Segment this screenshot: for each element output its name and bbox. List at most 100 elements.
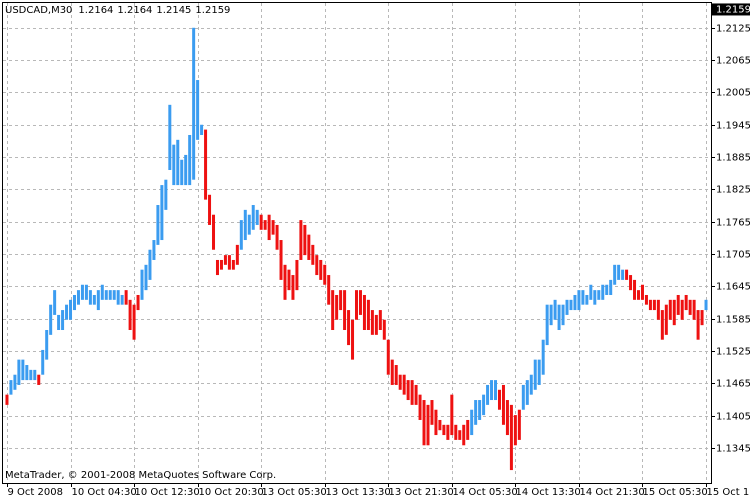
price-bar (466, 419, 470, 440)
price-bar (84, 284, 88, 300)
price-bar (180, 159, 184, 186)
x-tick-label: 15 Oct 05:30 (643, 487, 708, 498)
price-bar (553, 299, 557, 320)
price-bar (176, 139, 180, 186)
price-bar (549, 304, 553, 326)
x-tick-label: 14 Oct 13:30 (516, 487, 581, 498)
price-bar (299, 220, 303, 260)
bars (5, 27, 708, 471)
price-bar (386, 339, 390, 375)
price-bar (267, 214, 271, 241)
price-bar (192, 27, 196, 180)
price-bar (625, 269, 629, 280)
price-bar (577, 290, 581, 311)
price-bar (319, 259, 323, 280)
price-bar (490, 380, 494, 401)
price-bar (637, 290, 641, 300)
price-bar (251, 205, 255, 230)
price-bar (581, 290, 585, 305)
price-bar (406, 380, 410, 401)
price-bar (394, 365, 398, 385)
price-bar (33, 369, 37, 381)
price-bar (426, 404, 430, 446)
price-bar (390, 359, 394, 385)
y-tick-label: 1.2005 (716, 88, 750, 99)
price-bar (351, 319, 355, 360)
price-bar (291, 275, 295, 300)
x-tick-label: 10 Oct 20:30 (199, 487, 264, 498)
price-bar (569, 299, 573, 311)
price-bar (414, 384, 418, 405)
price-bar (617, 264, 621, 280)
price-bar (597, 290, 601, 300)
price-bar (212, 214, 216, 250)
price-bar (454, 424, 458, 440)
price-bar (672, 299, 676, 326)
y-tick-label: 1.1465 (716, 379, 750, 390)
price-bar (140, 269, 144, 300)
price-bar (323, 264, 327, 285)
price-bar (80, 284, 84, 300)
price-bar (335, 294, 339, 320)
price-bar (49, 304, 53, 335)
price-bar (315, 255, 319, 276)
price-bar (275, 224, 279, 250)
price-bar (474, 400, 478, 425)
price-bar (537, 359, 541, 385)
price-bar (509, 404, 513, 471)
price-bar (223, 255, 227, 265)
price-bar (148, 249, 152, 280)
price-bar (72, 294, 76, 311)
price-bar (609, 279, 613, 295)
price-bar (144, 264, 148, 291)
header-low: 1.2145 (156, 5, 191, 16)
price-bar (648, 299, 652, 311)
price-bar (41, 349, 45, 375)
price-bar (640, 284, 644, 300)
price-bar (565, 299, 569, 315)
price-bar (200, 124, 204, 135)
x-tick-label: 15 Oct 13:30 (707, 487, 750, 498)
price-bar (196, 80, 200, 140)
price-bar (478, 400, 482, 420)
price-bar (184, 154, 188, 186)
chart-header: USDCAD,M30 1.2164 1.2164 1.2145 1.2159 (5, 5, 230, 16)
y-tick-label: 1.1945 (716, 121, 750, 132)
price-bar (172, 144, 176, 186)
price-bar (438, 419, 442, 431)
price-bar (613, 264, 617, 285)
price-bar (108, 290, 112, 300)
y-tick-label: 1.1765 (716, 218, 750, 229)
grid (3, 3, 711, 483)
x-tick-label: 10 Oct 04:30 (72, 487, 137, 498)
price-bar (21, 359, 25, 381)
price-bar (545, 304, 549, 346)
x-tick-label: 13 Oct 21:30 (389, 487, 454, 498)
price-bar (434, 409, 438, 436)
price-bar (45, 330, 49, 360)
price-bar (283, 264, 287, 300)
price-bar (410, 380, 414, 405)
price-bar (633, 279, 637, 300)
price-bar (422, 400, 426, 446)
price-bar (255, 209, 259, 225)
price-bar (247, 214, 251, 235)
price-bar (204, 129, 208, 200)
x-tick-label: 9 Oct 2008 (8, 487, 63, 498)
price-bar (331, 290, 335, 331)
price-bar (287, 269, 291, 291)
price-bar (156, 205, 160, 245)
price-bar (378, 310, 382, 331)
price-bar (470, 409, 474, 436)
price-bar (442, 424, 446, 436)
price-bar (76, 290, 80, 305)
y-tick-label: 1.1405 (716, 412, 750, 423)
price-bar (557, 304, 561, 331)
price-bar (589, 284, 593, 300)
price-bar (104, 290, 108, 300)
price-bar (61, 310, 65, 331)
price-bar (164, 179, 168, 210)
price-bar (684, 294, 688, 311)
price-bar (5, 394, 9, 405)
